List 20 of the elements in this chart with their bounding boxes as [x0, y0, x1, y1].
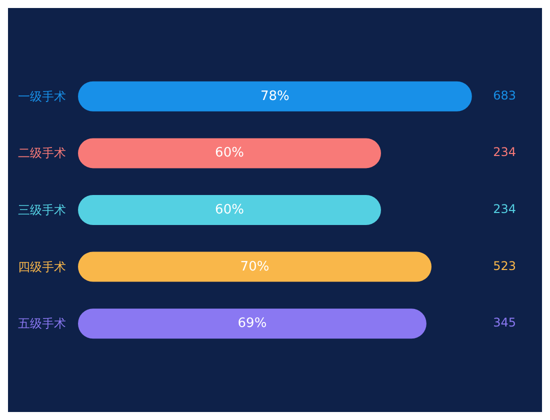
text: 234 — [493, 145, 516, 160]
bar — [78, 195, 381, 225]
bar — [78, 81, 472, 112]
data-label: 69% — [238, 316, 267, 332]
bar — [78, 138, 381, 168]
y-tick-label: 三级手术 — [18, 203, 66, 217]
data-label: 78% — [260, 88, 290, 104]
y-tick-label: 四级手术 — [18, 260, 66, 274]
bar — [78, 308, 426, 339]
y-tick-label: 一级手术 — [18, 89, 66, 104]
y-tick-label: 五级手术 — [18, 316, 66, 331]
text: 234 — [493, 202, 516, 216]
y-tick-label: 二级手术 — [18, 146, 66, 160]
data-label: 60% — [215, 146, 244, 161]
text: 523 — [493, 258, 516, 273]
text: 345 — [493, 316, 516, 330]
data-label: 60% — [215, 202, 244, 218]
data-label: 70% — [240, 259, 270, 274]
bar — [78, 252, 432, 282]
text: 683 — [493, 88, 516, 102]
